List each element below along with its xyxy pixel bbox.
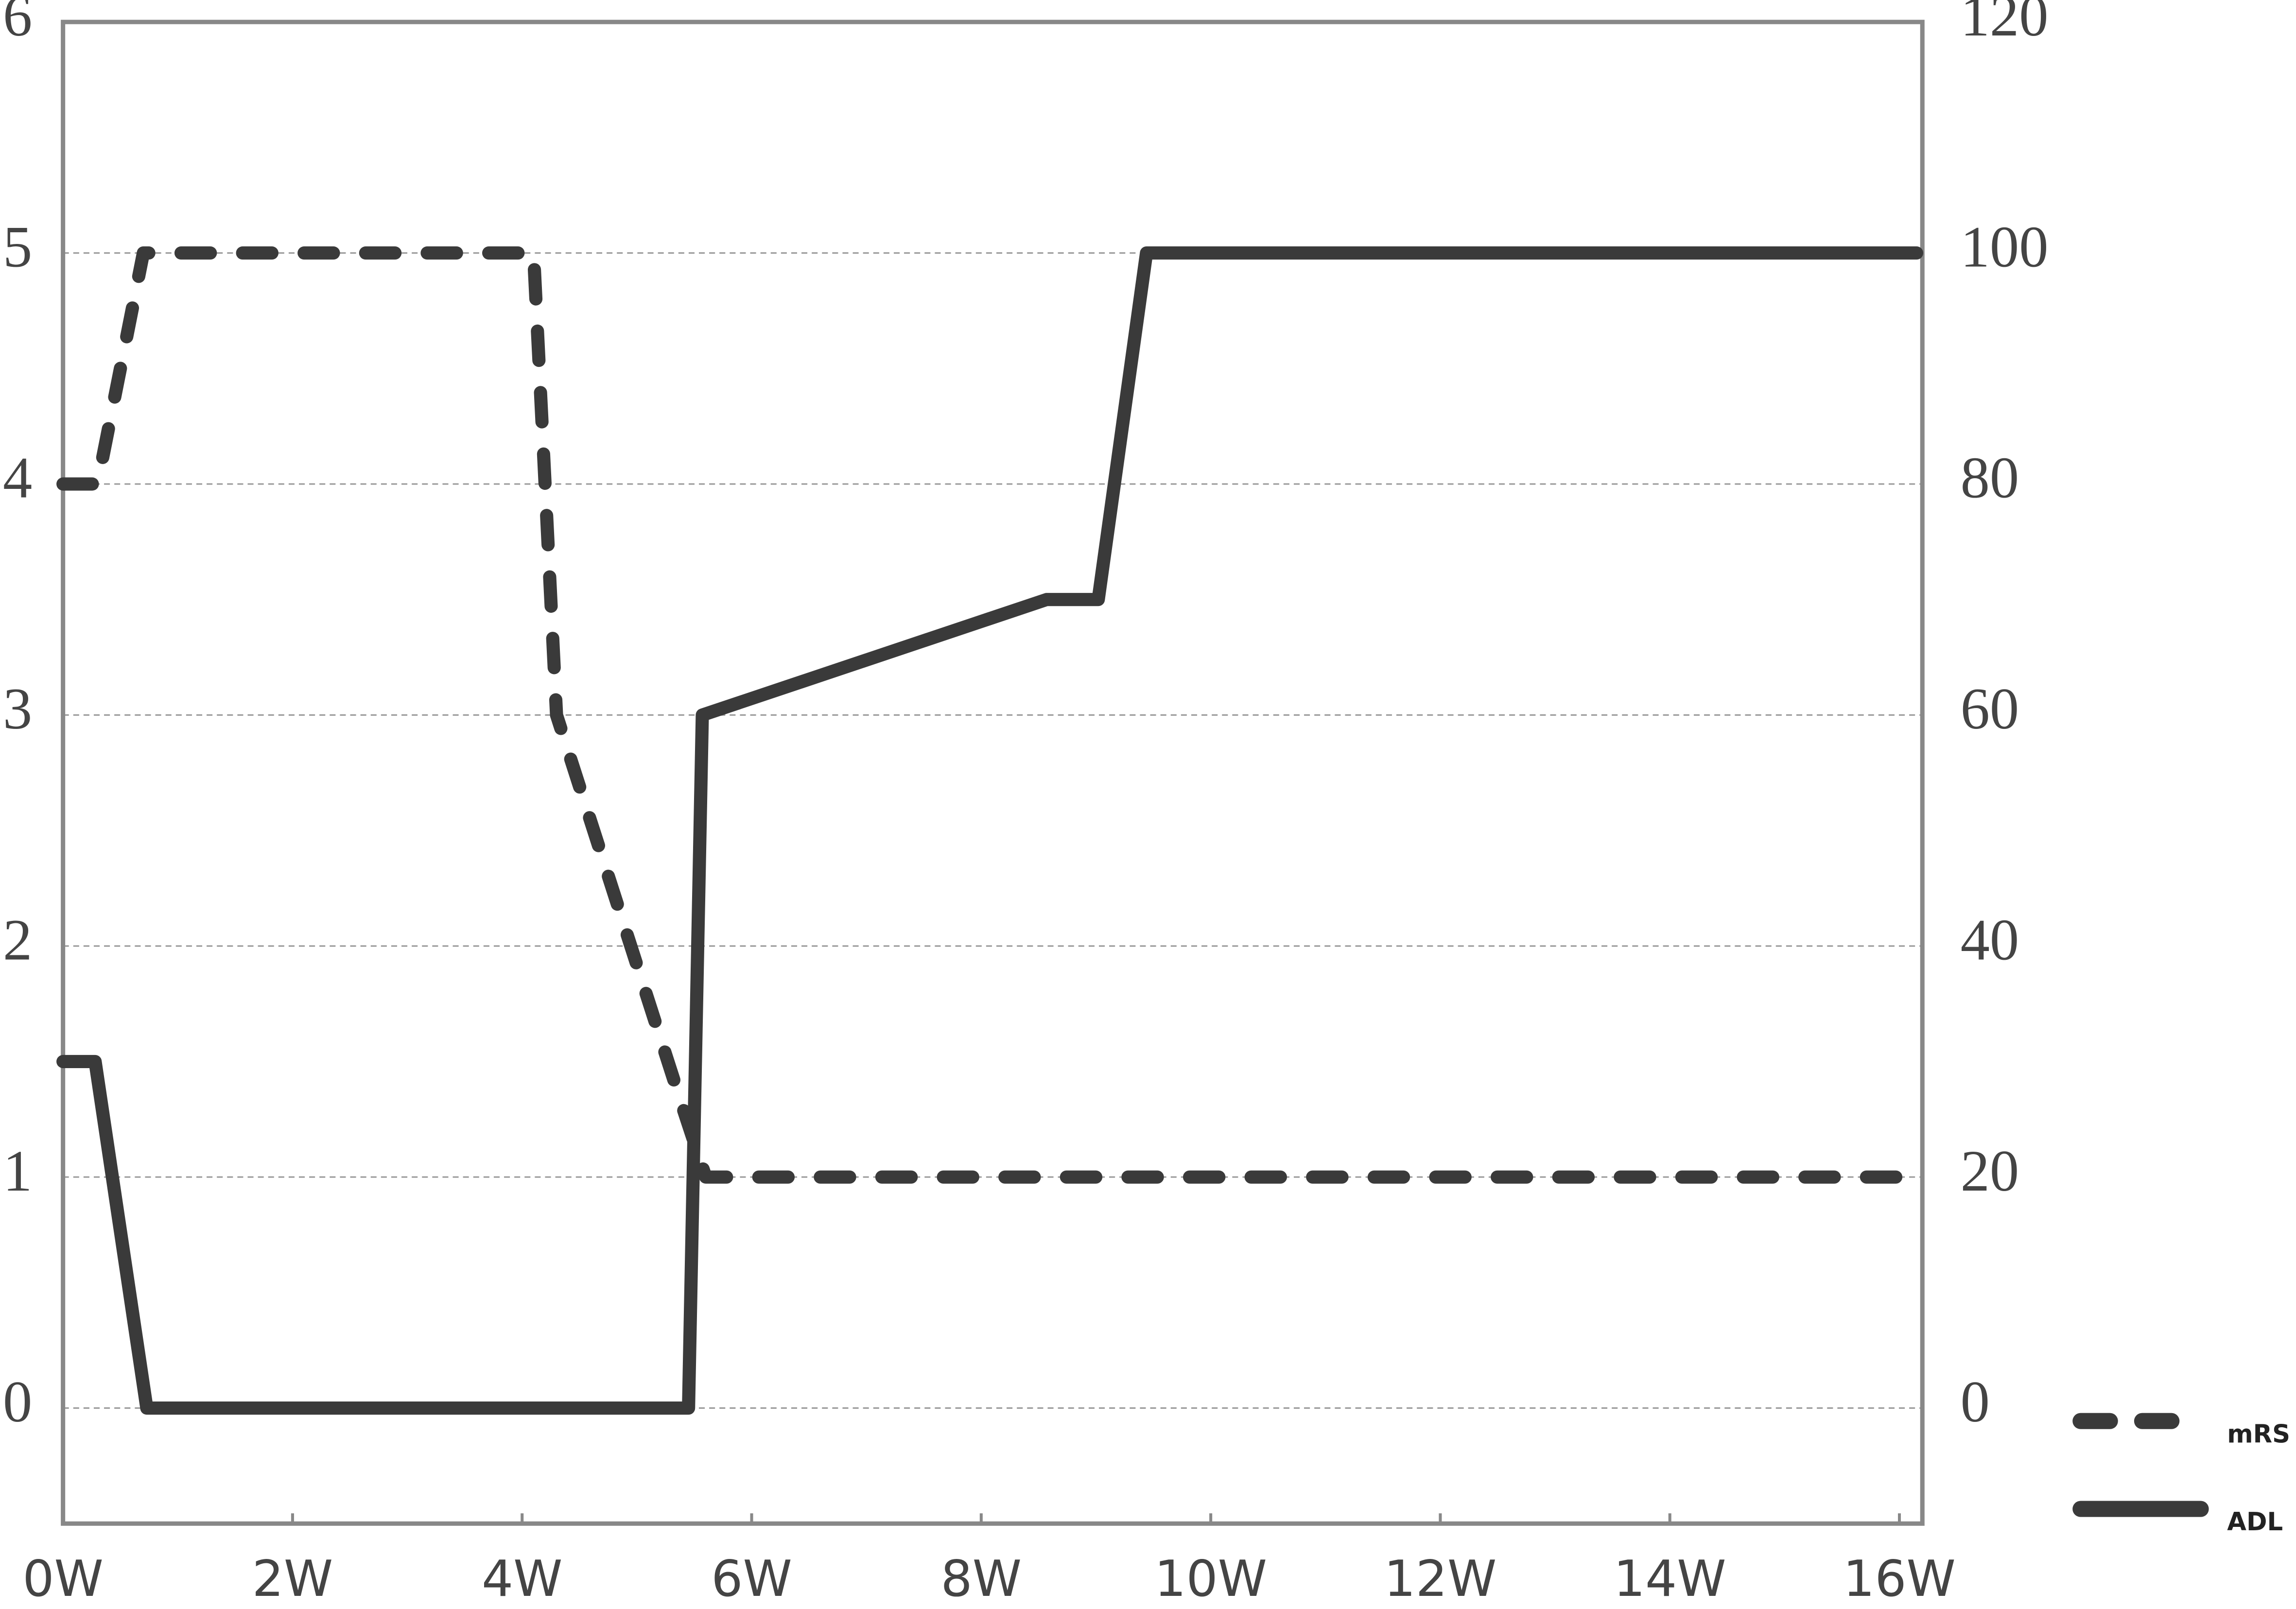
- x-tick-label: 14W: [1614, 1550, 1726, 1608]
- x-tick-label: 4W: [482, 1550, 563, 1608]
- x-tick-label: 10W: [1154, 1550, 1267, 1608]
- plot-frame: [61, 19, 1925, 1526]
- x-tick-label: 0W: [22, 1550, 104, 1608]
- y-tick-label: 0: [3, 1370, 32, 1435]
- y2-tick-label: 120: [1961, 0, 2049, 49]
- y-tick-label: 4: [3, 446, 32, 511]
- y2-tick-label: 40: [1961, 908, 2019, 972]
- y2-tick-label: 20: [1961, 1139, 2019, 1204]
- series-line: [56, 246, 1923, 1184]
- y-tick-label: 5: [3, 215, 32, 279]
- x-tick-label: 2W: [252, 1550, 333, 1608]
- x-tick-label: 16W: [1843, 1550, 1956, 1608]
- x-tick-label: 8W: [941, 1550, 1022, 1608]
- x-tick-label: 6W: [711, 1550, 792, 1608]
- y2-tick-label: 60: [1961, 677, 2019, 742]
- y-tick-label: 6: [3, 0, 32, 49]
- y2-tick-label: 80: [1961, 446, 2019, 511]
- y2-tick-label: 0: [1961, 1370, 1990, 1435]
- legend-label: mRS: [2227, 1419, 2290, 1449]
- y-tick-label: 3: [3, 677, 32, 742]
- legend-label: ADL: [2227, 1507, 2283, 1537]
- y2-tick-label: 100: [1961, 215, 2049, 279]
- y-tick-label: 2: [3, 908, 32, 972]
- y-tick-label: 1: [3, 1139, 32, 1204]
- series-line: [56, 246, 1923, 1415]
- x-tick-label: 12W: [1384, 1550, 1497, 1608]
